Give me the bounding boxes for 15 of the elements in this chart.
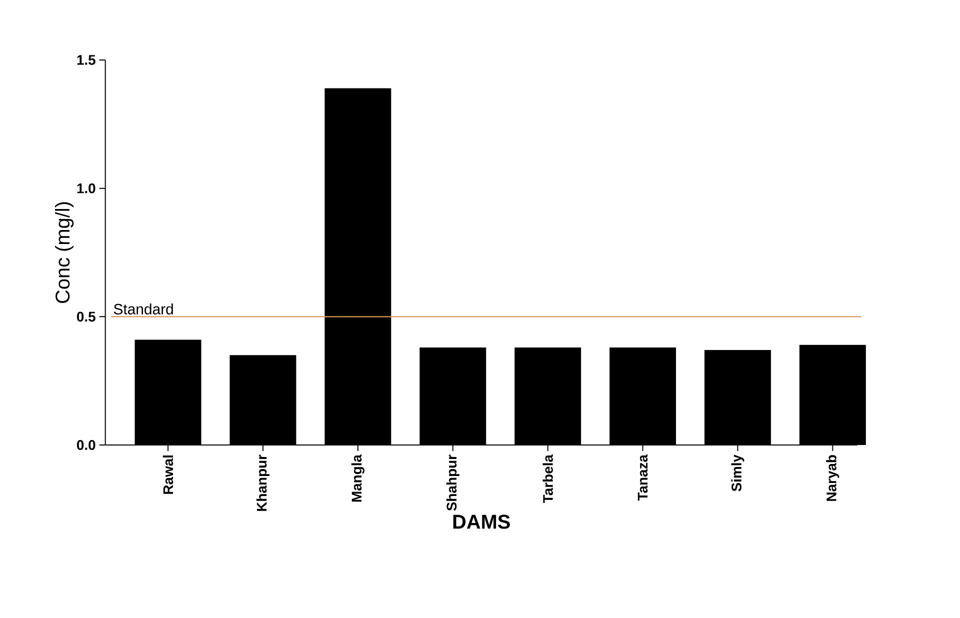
x-axis-title: DAMS xyxy=(453,514,510,529)
y-tick-label: 0.5 xyxy=(76,312,96,322)
x-tick-label: Khanpur xyxy=(256,454,270,511)
x-tick-label: Tarbela xyxy=(542,454,553,503)
x-tick-label: Mangla xyxy=(351,454,364,502)
x-tick-label: Tanaza xyxy=(638,454,648,501)
x-tick-label: Shahpur xyxy=(446,454,460,511)
y-tick-label: 1.5 xyxy=(77,55,96,65)
y-axis-title: Conc (mg/l) xyxy=(55,202,74,303)
x-tick-label: Naryab xyxy=(826,455,840,501)
y-tick-label: 0.0 xyxy=(76,440,96,450)
y-tick-label: 1.0 xyxy=(77,183,96,194)
ref-line-label: Standard xyxy=(114,303,173,314)
x-tick-label: Simly xyxy=(731,454,744,492)
x-tick-label: Rawal xyxy=(162,456,174,494)
